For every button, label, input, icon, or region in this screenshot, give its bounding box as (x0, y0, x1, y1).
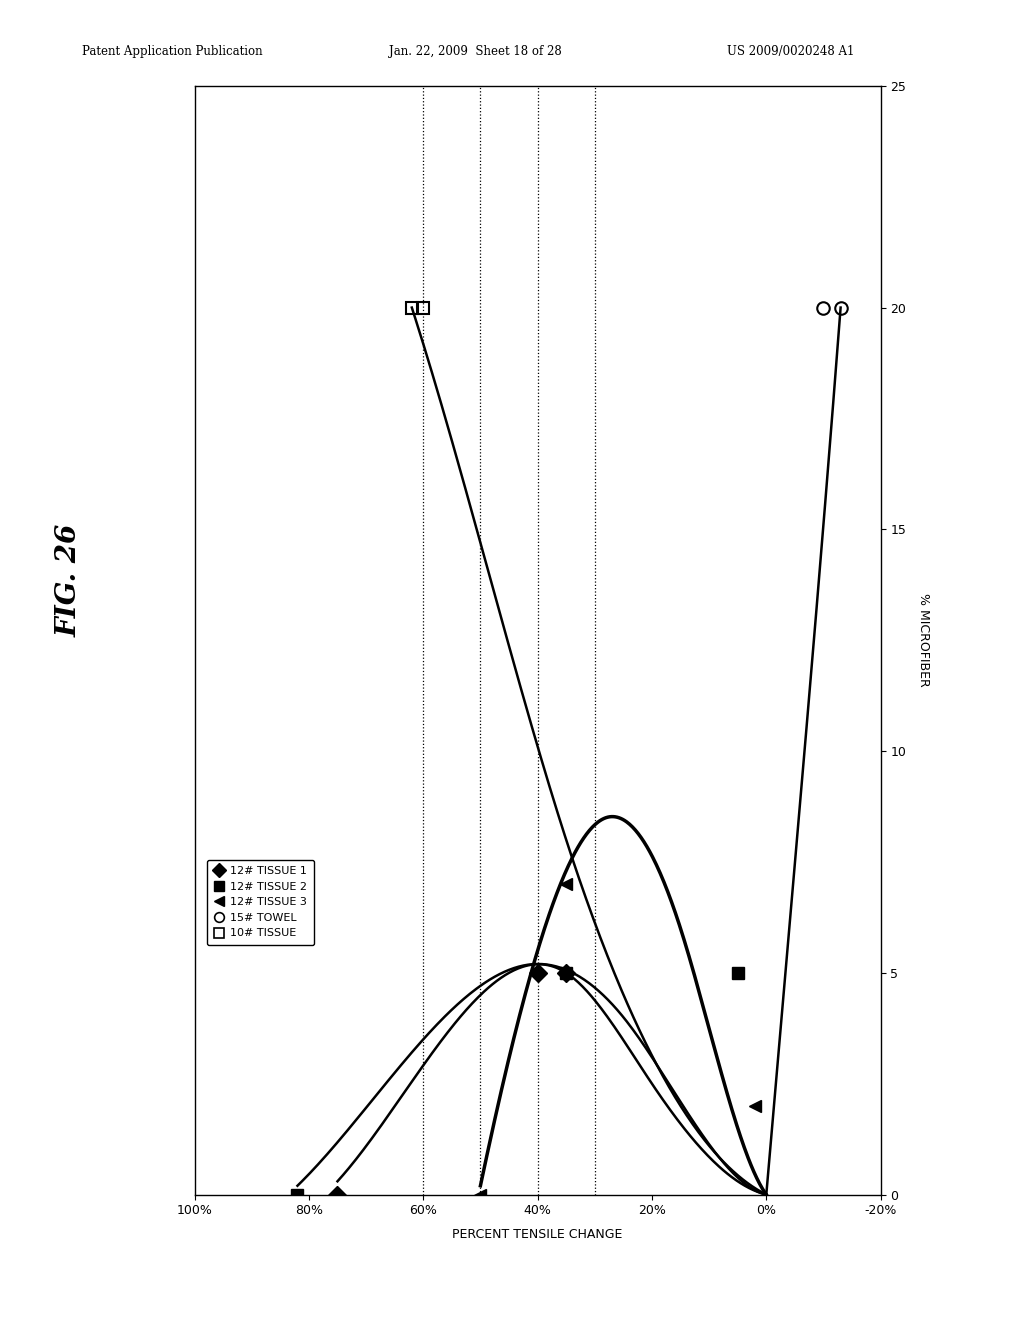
X-axis label: PERCENT TENSILE CHANGE: PERCENT TENSILE CHANGE (453, 1229, 623, 1241)
Legend: 12# TISSUE 1, 12# TISSUE 2, 12# TISSUE 3, 15# TOWEL, 10# TISSUE: 12# TISSUE 1, 12# TISSUE 2, 12# TISSUE 3… (207, 859, 314, 945)
Y-axis label: % MICROFIBER: % MICROFIBER (918, 593, 931, 688)
Text: Patent Application Publication: Patent Application Publication (82, 45, 262, 58)
Text: Jan. 22, 2009  Sheet 18 of 28: Jan. 22, 2009 Sheet 18 of 28 (389, 45, 562, 58)
Text: US 2009/0020248 A1: US 2009/0020248 A1 (727, 45, 854, 58)
Text: FIG. 26: FIG. 26 (56, 524, 83, 638)
